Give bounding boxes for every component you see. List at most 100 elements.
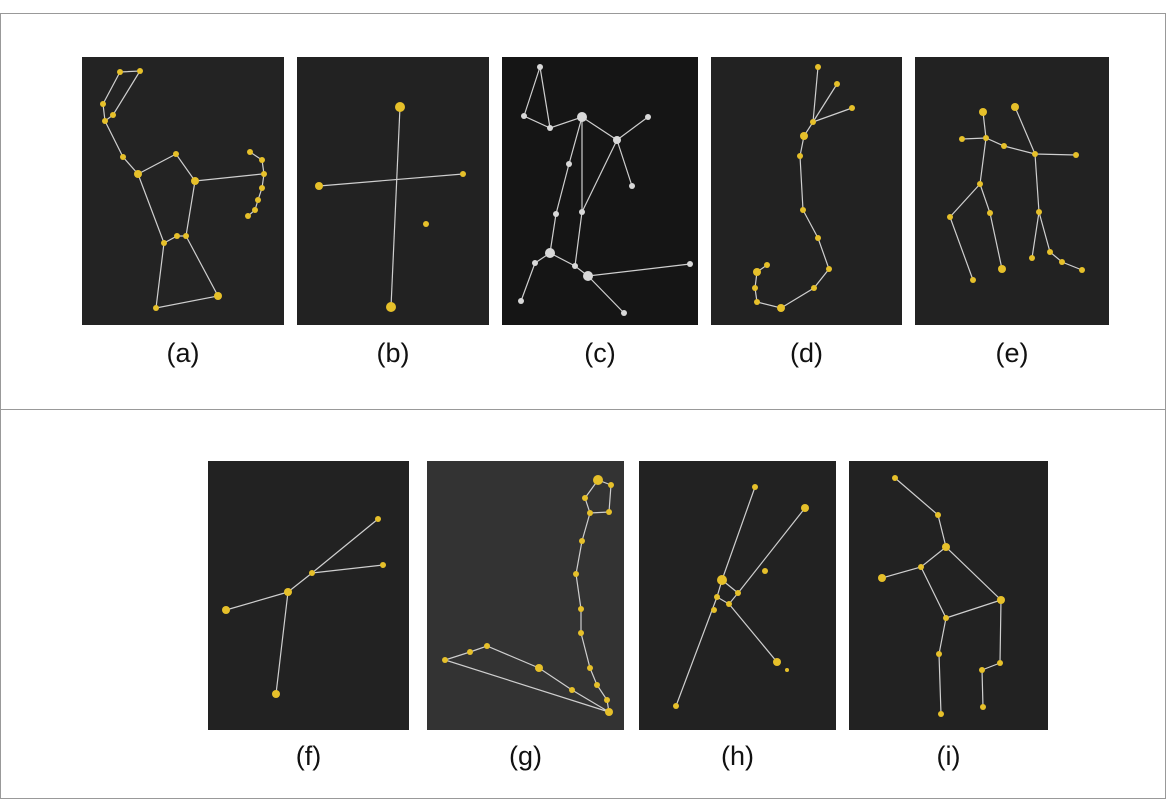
star bbox=[460, 171, 466, 177]
star bbox=[980, 704, 986, 710]
star bbox=[547, 125, 553, 131]
star bbox=[252, 207, 258, 213]
star bbox=[878, 574, 886, 582]
star bbox=[815, 64, 821, 70]
star bbox=[605, 708, 613, 716]
star bbox=[936, 651, 942, 657]
star bbox=[272, 690, 280, 698]
star bbox=[245, 213, 251, 219]
star bbox=[983, 135, 989, 141]
star bbox=[120, 154, 126, 160]
constellation-photo bbox=[82, 57, 284, 325]
star bbox=[801, 504, 809, 512]
star bbox=[797, 153, 803, 159]
star bbox=[943, 615, 949, 621]
figure: (a)(b)(c)(d)(e)(f)(g)(h)(i) bbox=[0, 0, 1167, 800]
star bbox=[621, 310, 627, 316]
page: (a)(b)(c)(d)(e)(f)(g)(h)(i) (() => { con… bbox=[0, 0, 1167, 800]
star bbox=[579, 538, 585, 544]
star bbox=[604, 697, 610, 703]
star bbox=[535, 664, 543, 672]
star bbox=[315, 182, 323, 190]
star bbox=[569, 687, 575, 693]
star bbox=[754, 299, 760, 305]
star bbox=[467, 649, 473, 655]
star bbox=[752, 484, 758, 490]
star bbox=[977, 181, 983, 187]
panel-label: (b) bbox=[377, 338, 410, 368]
panel-label: (e) bbox=[996, 338, 1029, 368]
constellation-photo bbox=[849, 461, 1048, 730]
constellation-photo bbox=[915, 57, 1109, 325]
star bbox=[815, 235, 821, 241]
constellation-photo bbox=[208, 461, 409, 730]
star bbox=[578, 606, 584, 612]
star bbox=[153, 305, 159, 311]
star bbox=[1079, 267, 1085, 273]
star bbox=[826, 266, 832, 272]
star bbox=[1032, 151, 1038, 157]
star bbox=[970, 277, 976, 283]
constellation-photo bbox=[297, 57, 489, 325]
star bbox=[134, 170, 142, 178]
star bbox=[777, 304, 785, 312]
star bbox=[191, 177, 199, 185]
star bbox=[573, 571, 579, 577]
star bbox=[918, 564, 924, 570]
star bbox=[613, 136, 621, 144]
star bbox=[979, 108, 987, 116]
star bbox=[752, 285, 758, 291]
star bbox=[174, 233, 180, 239]
star bbox=[579, 209, 585, 215]
star bbox=[375, 516, 381, 522]
star bbox=[629, 183, 635, 189]
star bbox=[587, 665, 593, 671]
star bbox=[800, 207, 806, 213]
star bbox=[553, 211, 559, 217]
star bbox=[673, 703, 679, 709]
star bbox=[942, 543, 950, 551]
star bbox=[214, 292, 222, 300]
star bbox=[979, 667, 985, 673]
star bbox=[259, 185, 265, 191]
star bbox=[1029, 255, 1035, 261]
star bbox=[537, 64, 543, 70]
star bbox=[606, 509, 612, 515]
star bbox=[998, 265, 1006, 273]
star bbox=[442, 657, 448, 663]
star bbox=[1036, 209, 1042, 215]
star bbox=[764, 262, 770, 268]
star bbox=[1011, 103, 1019, 111]
star bbox=[753, 268, 761, 276]
star bbox=[811, 285, 817, 291]
star bbox=[583, 271, 593, 281]
star bbox=[947, 214, 953, 220]
star bbox=[935, 512, 941, 518]
panel-label: (i) bbox=[937, 741, 961, 771]
star bbox=[380, 562, 386, 568]
star bbox=[532, 260, 538, 266]
star bbox=[1047, 249, 1053, 255]
star bbox=[566, 161, 572, 167]
star bbox=[247, 149, 253, 155]
star bbox=[587, 510, 593, 516]
star bbox=[714, 594, 720, 600]
star bbox=[395, 102, 405, 112]
star bbox=[309, 570, 315, 576]
star bbox=[810, 119, 816, 125]
panel-label: (g) bbox=[509, 741, 542, 771]
star bbox=[785, 668, 789, 672]
star bbox=[773, 658, 781, 666]
star bbox=[997, 596, 1005, 604]
star bbox=[102, 118, 108, 124]
star bbox=[593, 475, 603, 485]
panel-label: (d) bbox=[790, 338, 823, 368]
star bbox=[800, 132, 808, 140]
star bbox=[735, 590, 741, 596]
star bbox=[959, 136, 965, 142]
star bbox=[545, 248, 555, 258]
star bbox=[645, 114, 651, 120]
star bbox=[1059, 259, 1065, 265]
star bbox=[1001, 143, 1007, 149]
star bbox=[938, 711, 944, 717]
